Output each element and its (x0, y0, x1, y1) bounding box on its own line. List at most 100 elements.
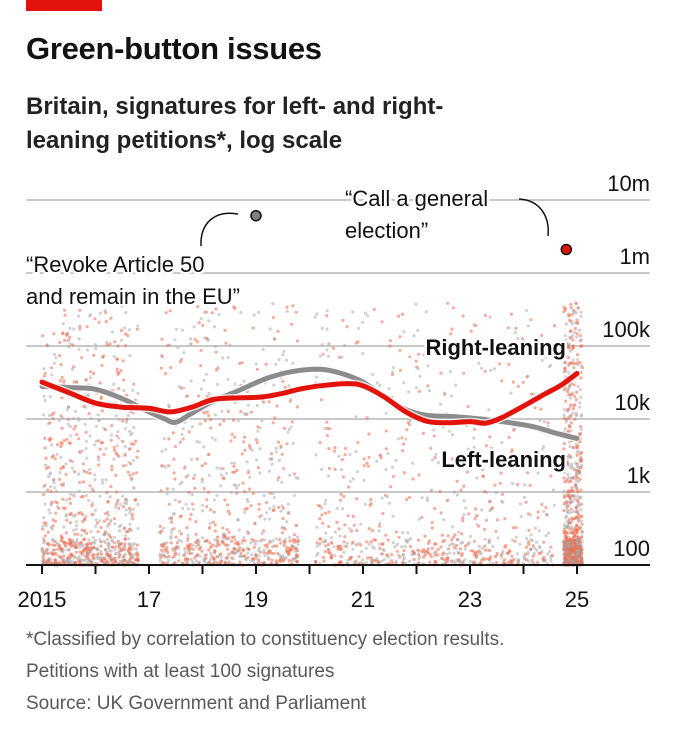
petition-dot (568, 501, 572, 505)
petition-dot (450, 538, 454, 542)
petition-dot (371, 372, 375, 377)
petition-dot (160, 449, 164, 453)
petition-dot (50, 373, 54, 377)
petition-dot (173, 546, 177, 550)
petition-dot (292, 493, 296, 497)
gridlines (26, 199, 650, 493)
petition-dot (567, 384, 572, 388)
petition-dot (243, 510, 247, 515)
petition-dot (330, 536, 334, 540)
petition-dot (280, 531, 285, 535)
petition-dot (257, 310, 261, 314)
petition-dot (97, 458, 101, 462)
petition-dot (315, 553, 319, 558)
petition-dot (571, 545, 575, 549)
petition-dot (258, 539, 262, 543)
petition-dot (192, 325, 196, 329)
petition-dot (225, 528, 229, 532)
petition-dot (135, 543, 139, 547)
petition-dot (348, 452, 352, 457)
petition-dot (562, 459, 566, 464)
petition-dot (219, 555, 223, 559)
petition-dot (541, 558, 546, 562)
petition-dot (579, 428, 584, 432)
petition-dot (394, 530, 398, 534)
petition-dot (104, 447, 108, 451)
petition-dot (570, 548, 574, 552)
petition-dot (313, 315, 317, 319)
petition-dot (193, 473, 197, 477)
petition-dot (384, 429, 388, 433)
petition-dot (495, 551, 499, 556)
petition-dot (83, 529, 87, 533)
petition-dot (202, 539, 207, 543)
petition-dot (342, 495, 346, 499)
petition-dot (61, 539, 65, 544)
petition-dot (569, 429, 573, 433)
petition-dot (195, 540, 199, 545)
petition-dot (439, 545, 443, 549)
petition-dot (128, 522, 132, 526)
petition-dot (340, 355, 344, 360)
petition-dot (50, 527, 55, 531)
petition-dot (163, 547, 167, 551)
petition-dot (214, 350, 218, 354)
petition-dot (523, 483, 527, 487)
petition-dot (124, 498, 128, 502)
petition-dot (97, 320, 101, 324)
petition-dot (563, 334, 567, 338)
petition-dot (319, 398, 323, 402)
petition-dot (343, 343, 347, 348)
petition-dot (80, 528, 84, 532)
petition-dot (186, 394, 190, 398)
petition-dot (181, 328, 185, 332)
petition-dot (42, 516, 46, 520)
petition-dot (377, 529, 381, 533)
petition-dot (573, 476, 578, 480)
petition-dot (228, 343, 232, 347)
petition-dot (424, 310, 428, 314)
petition-dot (562, 348, 566, 352)
petition-dot (59, 546, 63, 551)
petition-dot (343, 523, 347, 527)
petition-dot (251, 557, 255, 561)
petition-dot (578, 405, 582, 409)
petition-dot (249, 559, 253, 563)
petition-dot (243, 539, 247, 543)
petition-dot (282, 557, 286, 562)
petition-dot (53, 561, 57, 565)
petition-dot (285, 442, 289, 446)
petition-dot (576, 384, 580, 388)
petition-dot (274, 450, 278, 454)
petition-dot (100, 558, 104, 563)
petition-dot (212, 498, 217, 502)
petition-dot (448, 543, 452, 548)
petition-dot (579, 314, 583, 318)
petition-dot (58, 555, 62, 559)
petition-dot (507, 549, 511, 553)
petition-dot (121, 464, 125, 468)
petition-dot (173, 560, 177, 565)
petition-dot (574, 311, 578, 315)
petition-dot (576, 363, 580, 367)
petition-dot (42, 492, 46, 497)
petition-dot (562, 310, 566, 314)
petition-dot (573, 534, 577, 538)
petition-dot (512, 428, 516, 432)
petition-dot (224, 471, 229, 475)
petition-dot (292, 540, 296, 544)
petition-dot (110, 559, 114, 563)
petition-dot (207, 526, 211, 530)
y-tick-label: 1m (619, 244, 650, 269)
petition-dot (295, 405, 299, 409)
petition-dot (475, 522, 479, 527)
petition-dot (574, 442, 578, 446)
petition-dot (390, 552, 394, 557)
petition-dot (256, 549, 261, 553)
petition-dot (563, 369, 568, 373)
petition-dot (506, 326, 510, 330)
petition-dot (407, 390, 411, 394)
petition-dot (117, 387, 121, 391)
petition-dot (132, 486, 136, 490)
